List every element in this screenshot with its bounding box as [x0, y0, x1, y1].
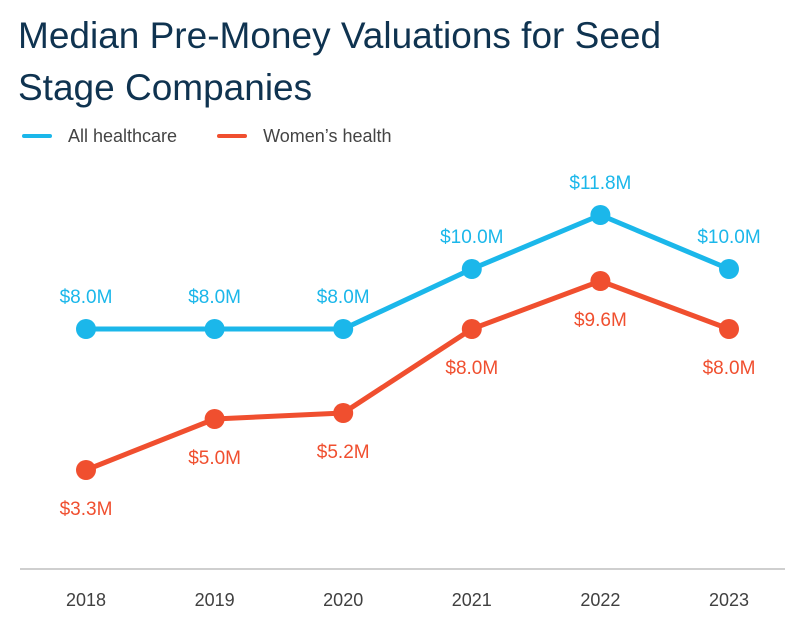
data-point-womens-health-2019 — [204, 409, 225, 429]
data-label-all-healthcare-2023: $10.0M — [697, 227, 760, 248]
chart-title-line-1: Median Pre-Money Valuations for Seed — [18, 15, 662, 56]
series-line-womens-health — [83, 278, 732, 473]
data-label-all-healthcare-2020: $8.0M — [317, 287, 370, 308]
data-label-womens-health-2023: $8.0M — [703, 358, 756, 379]
data-label-all-healthcare-2018: $8.0M — [60, 287, 113, 308]
data-label-all-healthcare-2022: $11.8M — [569, 173, 631, 194]
legend-item-womens-health: Women’s health — [217, 125, 392, 147]
data-label-womens-health-2022: $9.6M — [574, 310, 627, 331]
data-point-womens-health-2021 — [461, 319, 482, 339]
x-tick-label-2019: 2019 — [195, 590, 235, 610]
legend-swatch-all-healthcare — [22, 134, 52, 138]
data-point-womens-health-2018 — [76, 460, 96, 480]
x-tick-label-2020: 2020 — [323, 590, 363, 610]
legend-label-womens-health: Women’s health — [263, 125, 392, 146]
data-point-all-healthcare-2018 — [76, 319, 96, 339]
x-tick-label-2018: 2018 — [66, 590, 106, 610]
data-point-womens-health-2022 — [590, 271, 611, 291]
data-point-all-healthcare-2022 — [590, 205, 611, 225]
data-point-womens-health-2023 — [719, 319, 739, 339]
legend-swatch-womens-health — [217, 134, 248, 138]
data-label-womens-health-2020: $5.2M — [317, 442, 370, 463]
data-point-all-healthcare-2021 — [461, 259, 482, 279]
series-line-all-healthcare — [83, 212, 732, 332]
data-point-all-healthcare-2019 — [204, 319, 225, 339]
x-tick-label-2021: 2021 — [452, 590, 492, 610]
data-label-all-healthcare-2019: $8.0M — [188, 287, 241, 308]
legend-item-all-healthcare: All healthcare — [22, 126, 177, 147]
x-tick-label-2023: 2023 — [709, 590, 749, 610]
x-tick-label-2022: 2022 — [580, 590, 620, 610]
data-label-womens-health-2019: $5.0M — [188, 448, 241, 469]
data-point-all-healthcare-2020 — [333, 319, 354, 339]
chart-title-line-2: Stage Companies — [18, 67, 313, 108]
chart-title: Median Pre-Money Valuations for Seed Sta… — [18, 10, 798, 114]
legend: All healthcare Women’s health — [22, 124, 432, 148]
data-label-womens-health-2021: $8.0M — [445, 358, 498, 379]
data-label-womens-health-2018: $3.3M — [60, 499, 113, 520]
data-point-womens-health-2020 — [333, 403, 354, 423]
data-label-all-healthcare-2021: $10.0M — [440, 227, 503, 248]
data-point-all-healthcare-2023 — [719, 259, 739, 279]
legend-label-all-healthcare: All healthcare — [68, 125, 178, 146]
